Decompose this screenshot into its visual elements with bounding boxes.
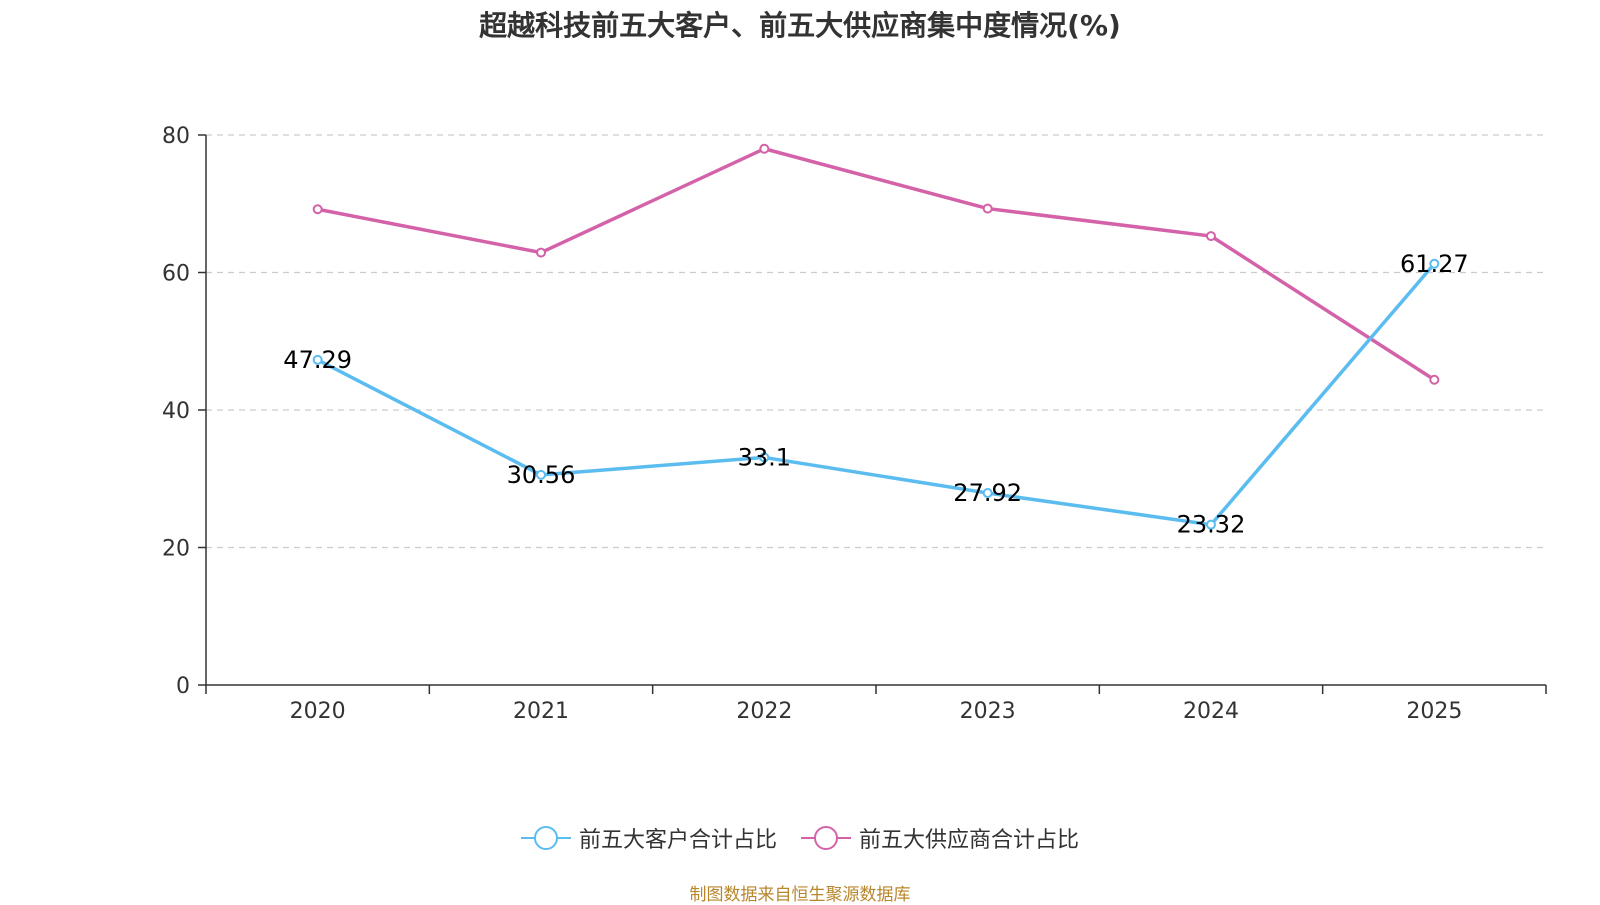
data-label-0-2021: 30.56 bbox=[507, 461, 576, 489]
legend-marker-customers-icon bbox=[520, 826, 571, 850]
source-note: 制图数据来自恒生聚源数据库 bbox=[689, 885, 911, 905]
legend: 前五大客户合计占比 前五大供应商合计占比 bbox=[0, 822, 1600, 854]
y-tick-label-40: 40 bbox=[162, 399, 190, 424]
data-label-0-2020: 47.29 bbox=[283, 346, 352, 374]
data-label-0-2022: 33.1 bbox=[738, 443, 791, 471]
point-0-2020 bbox=[312, 354, 323, 365]
point-1-2023 bbox=[982, 203, 993, 214]
point-0-2023 bbox=[982, 488, 993, 499]
legend-label-customers: 前五大客户合计占比 bbox=[578, 828, 777, 853]
data-label-0-2025: 61.27 bbox=[1400, 250, 1469, 278]
series-line-1 bbox=[317, 147, 1436, 382]
point-1-2021 bbox=[536, 247, 546, 258]
x-tick-label-2020: 2020 bbox=[290, 699, 346, 724]
chart-title: 超越科技前五大客户、前五大供应商集中度情况(%) bbox=[479, 9, 1121, 42]
point-1-2022 bbox=[759, 143, 770, 154]
legend-label-suppliers: 前五大供应商合计占比 bbox=[859, 828, 1080, 853]
x-tick-label-2025: 2025 bbox=[1406, 699, 1462, 724]
y-tick-label-80: 80 bbox=[162, 124, 190, 149]
point-0-2024 bbox=[1206, 519, 1216, 530]
series-line-0 bbox=[316, 262, 1436, 527]
data-label-0-2023: 27.92 bbox=[953, 479, 1022, 507]
point-1-2020 bbox=[312, 204, 323, 215]
x-tick-label-2024: 2024 bbox=[1183, 699, 1239, 724]
point-0-2021 bbox=[536, 469, 546, 480]
x-tick-label-2023: 2023 bbox=[960, 699, 1016, 724]
legend-marker-suppliers-icon bbox=[801, 826, 851, 850]
y-tick-label-0: 0 bbox=[176, 674, 190, 699]
legend-item-customers[interactable]: 前五大客户合计占比 bbox=[520, 822, 777, 854]
point-1-2024 bbox=[1206, 231, 1216, 242]
data-label-0-2024: 23.32 bbox=[1177, 511, 1246, 539]
x-tick-label-2021: 2021 bbox=[513, 699, 569, 724]
point-1-2025 bbox=[1429, 374, 1440, 385]
y-tick-label-20: 20 bbox=[162, 537, 190, 562]
point-0-2022 bbox=[759, 452, 770, 463]
legend-item-suppliers[interactable]: 前五大供应商合计占比 bbox=[801, 822, 1079, 854]
point-0-2025 bbox=[1429, 258, 1440, 269]
x-tick-label-2022: 2022 bbox=[736, 699, 792, 724]
y-tick-label-60: 60 bbox=[162, 262, 190, 287]
